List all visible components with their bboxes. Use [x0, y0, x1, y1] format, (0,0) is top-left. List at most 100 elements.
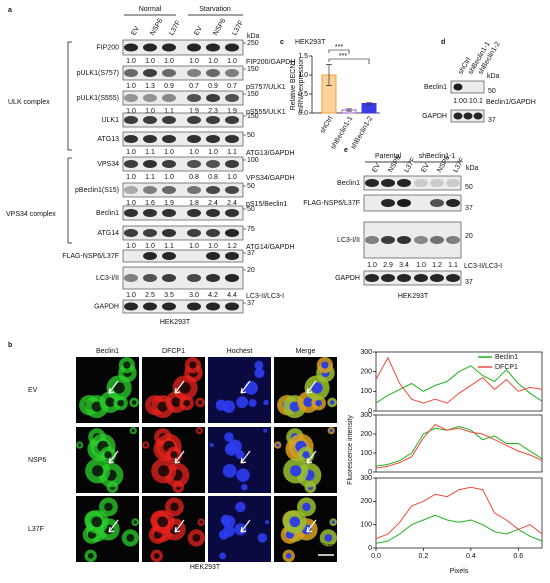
nucleus: [236, 396, 249, 409]
row-label: GAPDH: [422, 113, 447, 120]
nucleus: [133, 520, 137, 524]
quant-label: ATG13/GAPDH: [246, 150, 295, 157]
row-label: FLAG-NSP6/L37F: [62, 253, 119, 260]
nucleus: [324, 534, 333, 542]
nucleus: [131, 400, 137, 405]
quant-value: 0.9: [208, 83, 218, 90]
band: [187, 274, 201, 282]
band: [206, 135, 220, 143]
band: [187, 229, 201, 237]
nucleus: [222, 400, 236, 413]
nucleus: [170, 502, 179, 512]
band: [430, 199, 444, 207]
kda-marker: 50: [465, 184, 473, 191]
nucleus: [91, 401, 102, 412]
quant-value: 0.1: [473, 98, 483, 105]
nucleus: [199, 520, 203, 524]
nucleus: [113, 382, 125, 394]
quant-value: 1.0: [227, 58, 237, 65]
nucleus: [171, 397, 182, 408]
kda-marker: 20: [247, 267, 255, 274]
band: [446, 274, 460, 282]
quant-value: 1.1: [164, 243, 174, 250]
band: [162, 94, 176, 102]
arrow: [174, 519, 185, 533]
band: [381, 236, 395, 244]
lane-label: L37F: [231, 20, 245, 37]
y-tick-label: 300: [360, 412, 372, 419]
quant-value: 1.0: [453, 98, 463, 105]
band: [225, 186, 239, 194]
quant-value: 2.4: [227, 200, 237, 207]
band: [143, 43, 157, 52]
kda-marker: 150: [247, 66, 259, 73]
band: [225, 43, 239, 52]
kda-marker: 50: [488, 88, 496, 95]
band: [446, 199, 460, 207]
nucleus: [117, 399, 124, 407]
nucleus: [218, 529, 229, 540]
series-line: [375, 365, 543, 404]
kda-marker: 37: [247, 250, 255, 257]
legend-label: DFCP1: [495, 364, 518, 371]
band: [187, 186, 201, 194]
quant-value: 1.0: [145, 108, 155, 115]
quant-value: 1.0: [126, 243, 136, 250]
nucleus: [276, 443, 280, 447]
nucleus: [265, 520, 270, 525]
quant-value: 1.0: [126, 174, 136, 181]
band: [124, 186, 138, 194]
nucleus: [157, 516, 169, 528]
band: [206, 116, 220, 124]
kda-label: kDa: [487, 73, 500, 80]
band: [225, 135, 239, 143]
lane-label: EV: [420, 162, 431, 174]
band: [381, 274, 395, 282]
arrow: [306, 450, 317, 464]
band: [143, 116, 157, 124]
nucleus: [254, 367, 265, 379]
error-bar: [346, 108, 352, 112]
band: [187, 209, 201, 217]
band: [206, 229, 220, 237]
blot: [363, 194, 462, 212]
quant-label: pS555/ULK1: [246, 109, 286, 116]
nucleus: [236, 468, 250, 482]
nucleus: [209, 443, 214, 448]
band: [225, 229, 239, 237]
group-label: Parental: [375, 153, 402, 160]
band: [187, 160, 201, 168]
nucleus: [78, 443, 82, 447]
sig-bracket: [328, 58, 370, 64]
lane-label: EV: [193, 25, 204, 37]
scale-bar-label: 25μm: [317, 543, 335, 550]
band: [124, 209, 138, 217]
nucleus: [302, 451, 310, 459]
band: [225, 116, 239, 124]
plot-frame: [375, 477, 543, 549]
nucleus: [170, 451, 178, 459]
quant-value: 1.1: [164, 108, 174, 115]
bar: [361, 103, 377, 114]
y-tick-label: 1.0: [298, 72, 308, 79]
band: [206, 69, 220, 77]
nucleus: [224, 432, 234, 442]
quant-value: 1.2: [432, 262, 442, 269]
nucleus: [131, 428, 135, 433]
kda-marker: 50: [247, 183, 255, 190]
lane-label: L37F: [403, 157, 417, 174]
column-label: Hochest: [227, 348, 253, 355]
y-tick-label: 200: [360, 498, 372, 505]
quant-label: LC3-II/LC3-I: [464, 263, 502, 270]
quant-label: LC3-II/LC3-I: [246, 293, 284, 300]
nucleus: [234, 523, 247, 536]
y-tick-label: 1.5: [298, 53, 308, 60]
x-tick-label: 0.4: [466, 553, 476, 560]
band: [206, 186, 220, 194]
row-label: FLAG-NSP6/L37F: [303, 200, 360, 207]
band: [206, 302, 220, 311]
quant-value: 0.7: [227, 83, 237, 90]
row-label: pULK1(S555): [77, 95, 119, 102]
x-tick-label: 0.6: [513, 553, 523, 560]
lane-label: EV: [130, 25, 141, 37]
